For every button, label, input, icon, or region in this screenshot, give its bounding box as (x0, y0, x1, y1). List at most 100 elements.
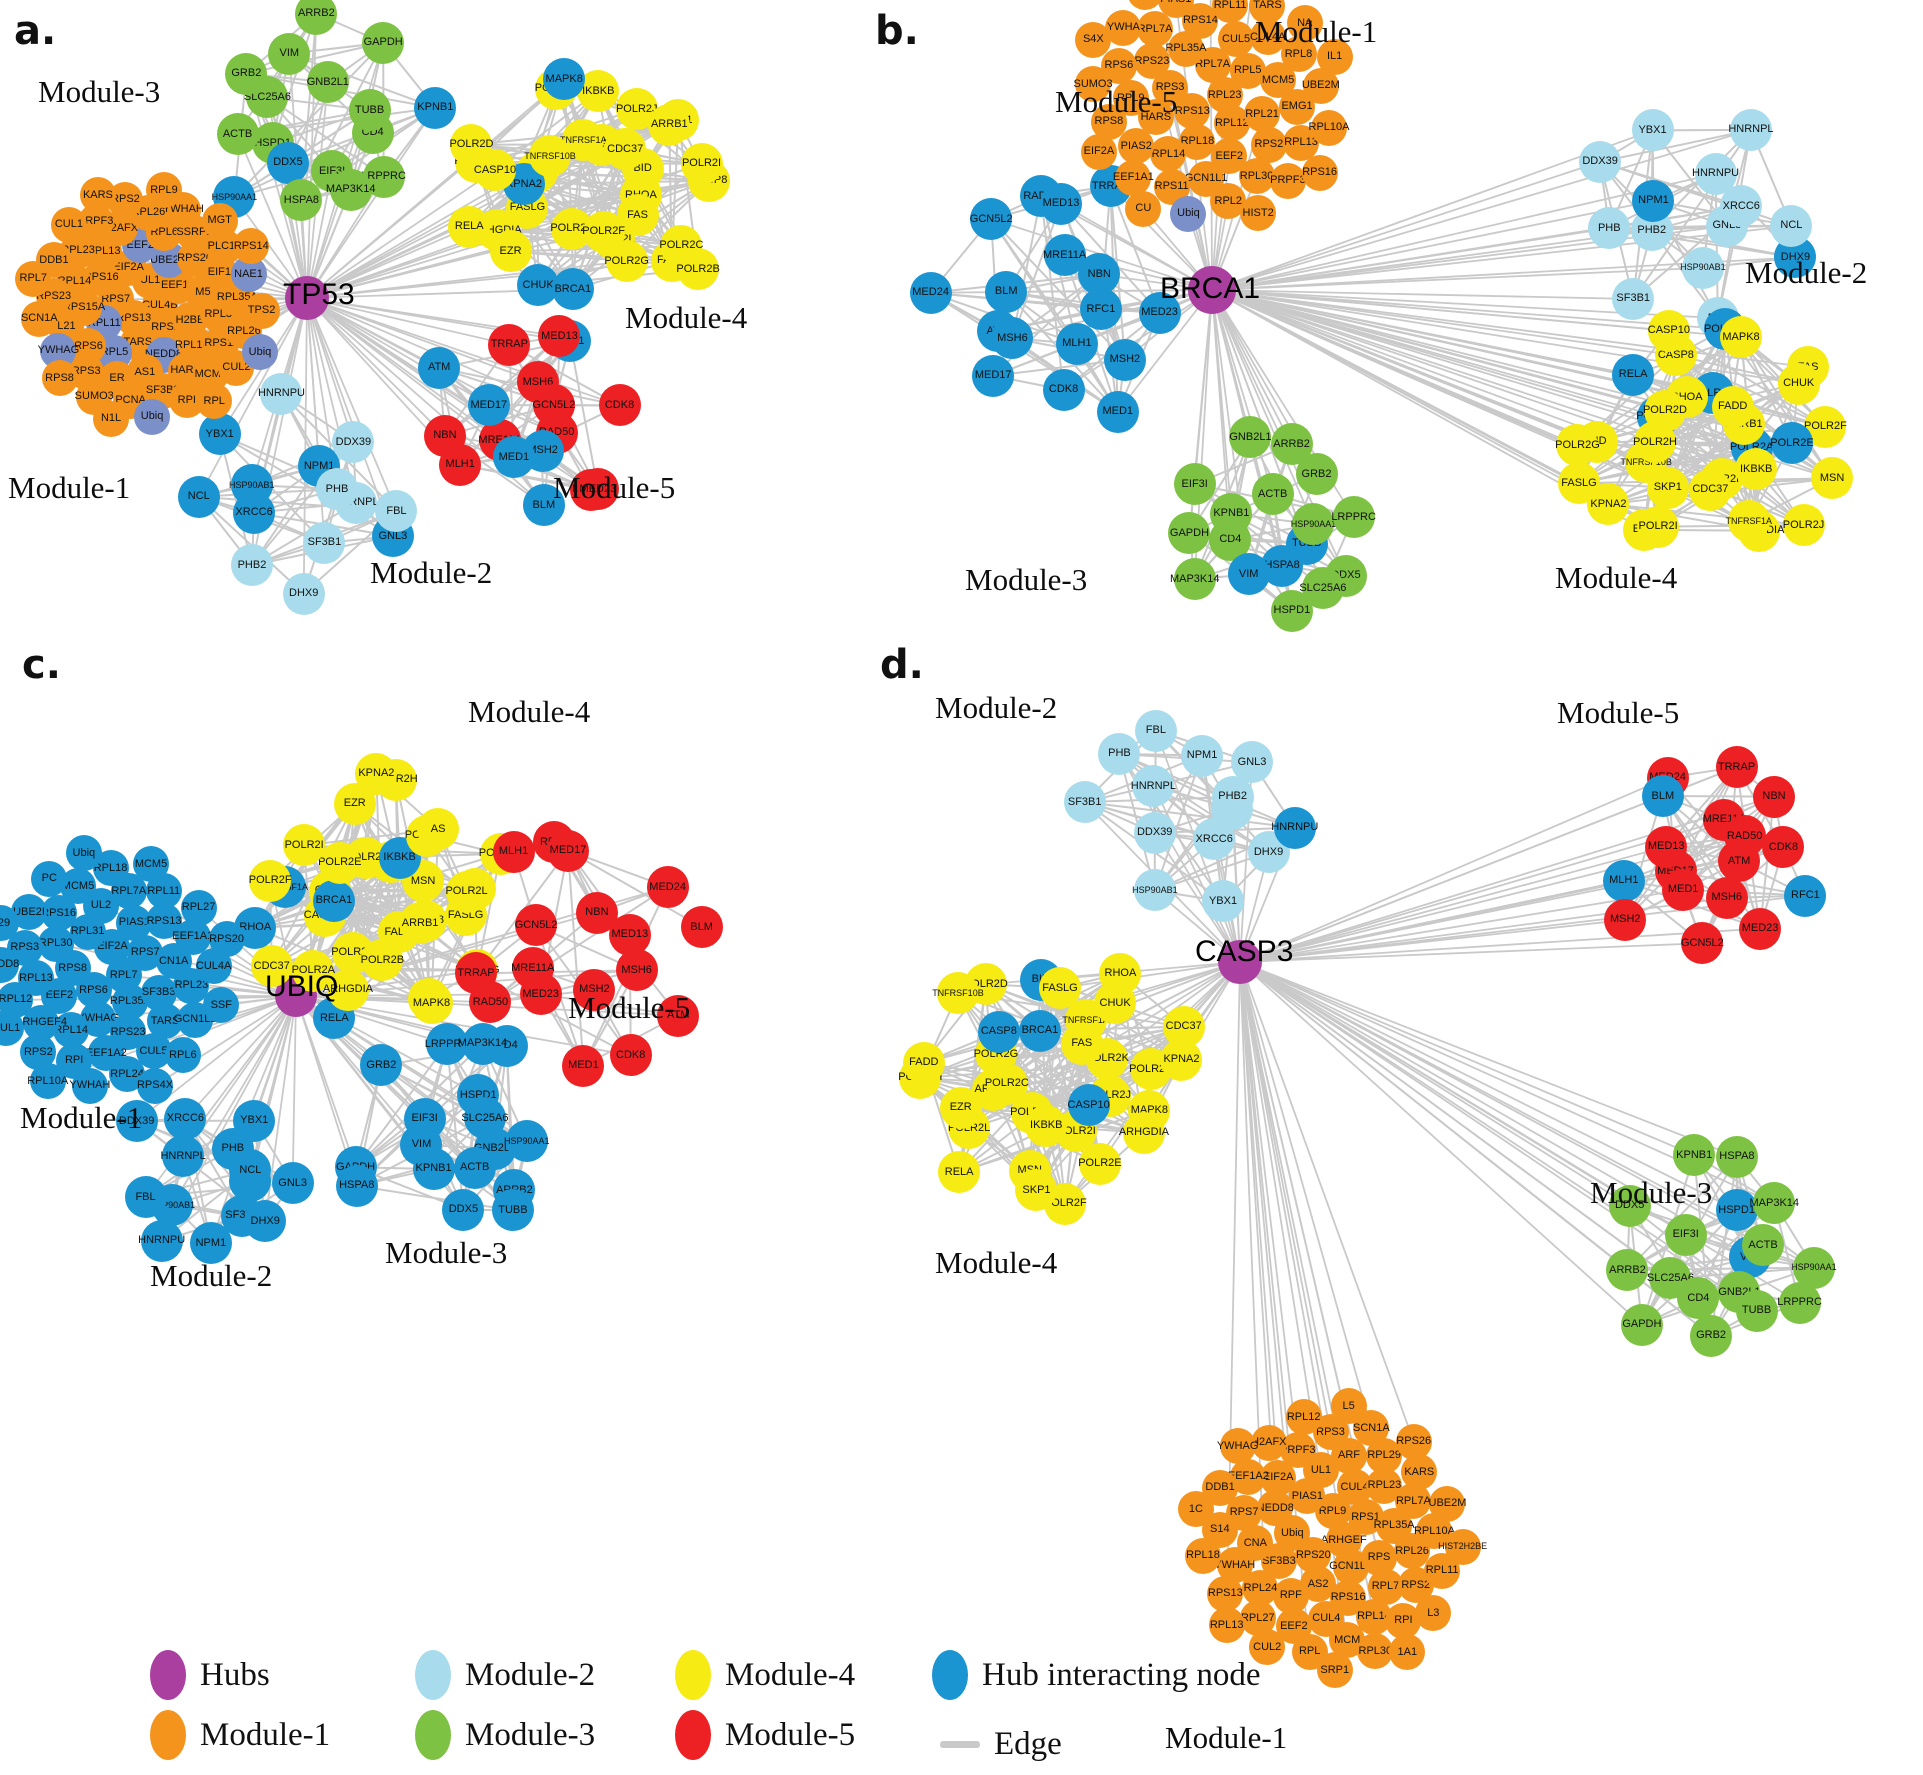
node-fadd[interactable]: FADD (902, 1041, 945, 1084)
node-prpf3[interactable]: PRPF3 (1269, 162, 1306, 199)
node-s4x[interactable]: S4X (1075, 21, 1112, 58)
node-arhgdia[interactable]: ARHGDIA (1119, 1111, 1169, 1154)
node-blm[interactable]: BLM (680, 906, 723, 949)
node-arrb2[interactable]: ARRB2 (1606, 1249, 1649, 1291)
node-polr2e[interactable]: POLR2E (1770, 422, 1814, 465)
node-rps8[interactable]: RPS8 (41, 360, 78, 397)
node-med23[interactable]: MED23 (519, 973, 562, 1016)
node-rpl10a[interactable]: RPL10A (1309, 109, 1349, 146)
node-casp10[interactable]: CASP10 (474, 149, 516, 192)
node-hspd1[interactable]: HSPD1 (1715, 1189, 1758, 1232)
node-fbl[interactable]: FBL (124, 1176, 167, 1218)
node-actb[interactable]: ACTB (453, 1146, 496, 1189)
node-rela[interactable]: RELA (448, 205, 491, 248)
node-rpl10a[interactable]: RPL10A (27, 1063, 68, 1100)
node-polr2b[interactable]: POLR2B (361, 939, 404, 982)
node-casp10[interactable]: CASP10 (1648, 309, 1690, 352)
node-kars[interactable]: KARS (1127, 0, 1164, 10)
node-brca1[interactable]: BRCA1 (312, 879, 355, 922)
node-gnl3[interactable]: GNL3 (271, 1162, 314, 1205)
node-kpna2[interactable]: KPNA2 (1160, 1038, 1203, 1081)
node-hsp90ab1[interactable]: HSP90AB1 (1680, 246, 1726, 289)
node-med13[interactable]: MED13 (608, 913, 651, 956)
node-hspa8[interactable]: HSPA8 (1715, 1135, 1758, 1178)
node-rpl12[interactable]: RPL12 (1285, 1399, 1322, 1436)
node-ddx39[interactable]: DDX39 (1133, 811, 1176, 854)
node-polr2e[interactable]: POLR2E (318, 841, 362, 884)
node-tnfrsf10b[interactable]: TNFRSF10B (932, 972, 984, 1015)
node-ssf[interactable]: SSF (203, 987, 240, 1024)
node-hnrnpl[interactable]: HNRNPL (1728, 108, 1774, 151)
node-gapdh[interactable]: GAPDH (1620, 1303, 1663, 1346)
node-msh2[interactable]: MSH2 (1103, 338, 1146, 381)
node-ddx5[interactable]: DDX5 (266, 141, 309, 184)
node-faslg[interactable]: FASLG (1557, 462, 1600, 505)
node-map3k14[interactable]: MAP3K14 (1750, 1182, 1799, 1225)
node-polr2j[interactable]: POLR2J (1782, 504, 1825, 547)
node-cdk8[interactable]: CDK8 (598, 384, 641, 427)
node-rps26[interactable]: RPS26 (1395, 1423, 1432, 1460)
node-rpl7a[interactable]: RPL7A (1137, 11, 1174, 48)
node-actb[interactable]: ACTB (1742, 1224, 1785, 1267)
node-dhx9[interactable]: DHX9 (282, 572, 325, 615)
node-tubb[interactable]: TUBB (1735, 1289, 1778, 1332)
node-trrap[interactable]: TRRAP (488, 323, 531, 366)
node-kars[interactable]: KARS (79, 177, 116, 214)
node-fadd[interactable]: FADD (1711, 385, 1754, 428)
node-med17[interactable]: MED17 (972, 354, 1015, 397)
node-hnrnpl[interactable]: HNRNPL (160, 1135, 206, 1178)
node-rps13[interactable]: RPS13 (1207, 1575, 1244, 1612)
node-rpl18[interactable]: RPL18 (1185, 1537, 1221, 1574)
node-gapdh[interactable]: GAPDH (362, 21, 405, 64)
node-polr2i[interactable]: POLR2I (1637, 505, 1680, 548)
node-tnfrsf1a[interactable]: TNFRSF1A (1726, 500, 1772, 543)
node-msh6[interactable]: MSH6 (615, 949, 658, 992)
node-n1l[interactable]: N1L (93, 400, 130, 437)
node-mlh1[interactable]: MLH1 (439, 443, 482, 486)
node-gnb2l1[interactable]: GNB2L1 (1229, 416, 1272, 459)
node-msh6[interactable]: MSH6 (991, 317, 1034, 360)
node-mgt[interactable]: MGT (201, 202, 238, 239)
node-med1[interactable]: MED1 (562, 1044, 605, 1087)
node-ube2m[interactable]: UBE2M (1429, 1485, 1466, 1522)
node-rpl30[interactable]: RPL30 (1357, 1633, 1394, 1670)
node-kars[interactable]: KARS (1401, 1454, 1438, 1491)
node-kpnb1[interactable]: KPNB1 (414, 86, 457, 129)
node-mlh1[interactable]: MLH1 (1055, 322, 1098, 365)
node-1c[interactable]: 1C (1177, 1491, 1214, 1528)
node-sf3b1[interactable]: SF3B1 (1063, 781, 1106, 824)
node-atm[interactable]: ATM (418, 346, 461, 389)
node-ikbkb[interactable]: IKBKB (1025, 1104, 1068, 1147)
node-ywhag[interactable]: YWHAG (1217, 1428, 1258, 1465)
node-vim[interactable]: VIM (268, 32, 311, 75)
node-ybx1[interactable]: YBX1 (1631, 109, 1674, 152)
node-rela[interactable]: RELA (938, 1151, 981, 1194)
node-msh6[interactable]: MSH6 (1705, 876, 1748, 919)
node-map3k14[interactable]: MAP3K14 (326, 168, 375, 211)
node-rpl30[interactable]: RPL30 (37, 925, 74, 962)
node-hsp90aa1[interactable]: HSP90AA1 (504, 1120, 550, 1163)
node-nbn[interactable]: NBN (1078, 253, 1121, 296)
node-hsp90aa1[interactable]: HSP90AA1 (1291, 503, 1336, 546)
node-med24[interactable]: MED24 (909, 271, 952, 314)
node-med17[interactable]: MED17 (547, 829, 589, 872)
node-skp1[interactable]: SKP1 (1646, 466, 1689, 509)
node-xrcc6[interactable]: XRCC6 (1193, 818, 1236, 861)
node-phb[interactable]: PHB (315, 468, 358, 511)
node-grb2[interactable]: GRB2 (360, 1044, 403, 1087)
node-kpna2[interactable]: KPNA2 (355, 752, 398, 795)
node-med24[interactable]: MED24 (646, 866, 689, 909)
node-eif2a[interactable]: EIF2A (1080, 133, 1117, 170)
node-tubb[interactable]: TUBB (348, 89, 391, 132)
node-kpnb1[interactable]: KPNB1 (1673, 1134, 1716, 1177)
node-hnrnpu[interactable]: HNRNPU (1271, 806, 1318, 849)
node-gcn5l2[interactable]: GCN5L2 (1681, 922, 1724, 965)
node-ybx1[interactable]: YBX1 (1202, 880, 1245, 923)
node-ywhah[interactable]: YWHAH (69, 1067, 110, 1104)
node-brca1[interactable]: BRCA1 (1018, 1009, 1061, 1052)
node-rpl14[interactable]: RPL14 (1150, 136, 1187, 173)
node-rps14[interactable]: RPS14 (233, 228, 270, 265)
node-hist2[interactable]: HIST2 (1240, 195, 1277, 232)
node-mlh1[interactable]: MLH1 (1602, 859, 1645, 902)
node-med17[interactable]: MED17 (467, 384, 510, 427)
